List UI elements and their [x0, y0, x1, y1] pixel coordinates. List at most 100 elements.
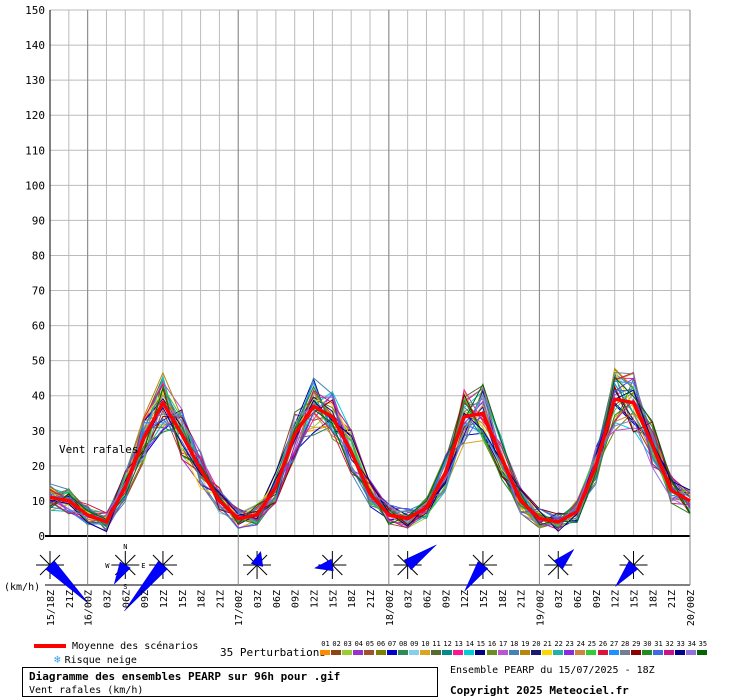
- y-tick-label: 40: [32, 390, 45, 403]
- x-axis: 15/18Z 21Z 16/00Z 03Z 06Z 09Z 12Z 15Z 18Z 21Z 17/0…: [46, 590, 697, 626]
- perturbation-number: 23: [565, 640, 574, 648]
- x-tick-label: 15Z: [178, 590, 189, 608]
- perturbation-number: 26: [598, 640, 608, 648]
- perturbation-swatch: [564, 650, 575, 655]
- perturbation-number: 27: [609, 640, 619, 648]
- perturbation-line: [49, 376, 691, 526]
- compass-letter: N: [123, 543, 127, 551]
- x-tick-label: 09Z: [441, 590, 452, 608]
- perturbation-legend-item: 26: [597, 640, 609, 655]
- mean-legend-label: Moyenne des scénarios: [72, 641, 199, 652]
- perturbation-legend-item: 22: [553, 640, 564, 655]
- perturbation-swatch: [641, 650, 652, 655]
- wind-rose: [313, 551, 347, 579]
- x-tick-label: 21Z: [215, 590, 226, 608]
- perturbation-legend-item: 20: [530, 640, 542, 655]
- y-tick-label: 20: [32, 460, 45, 473]
- unit-label: (km/h): [4, 582, 40, 593]
- perturbation-swatch: [519, 650, 530, 655]
- perturbation-swatch: [675, 650, 686, 655]
- x-tick-label: 21Z: [366, 590, 377, 608]
- wind-rose: [544, 548, 575, 579]
- perturbation-swatch: [697, 650, 708, 655]
- perturbation-number: 01: [321, 640, 330, 648]
- perturbation-number: 35: [698, 640, 708, 648]
- perturbation-swatch: [530, 650, 541, 655]
- snow-legend: ❄ Risque neige: [54, 653, 137, 666]
- x-tick-label: 16/00Z: [84, 590, 95, 626]
- perturbation-legend-item: 15: [475, 640, 486, 655]
- x-tick-label: 19/00Z: [535, 590, 546, 626]
- compass-letter: E: [141, 562, 145, 570]
- perturbation-number: 14: [465, 640, 475, 648]
- wind-direction-strip: N E W S: [36, 543, 648, 612]
- wind-rose: [464, 551, 497, 592]
- y-tick-label: 150: [25, 4, 45, 17]
- y-tick-label: 120: [25, 109, 45, 122]
- y-tick-label: 100: [25, 179, 45, 192]
- mean-legend-swatch: [34, 644, 66, 648]
- perturbation-swatch: [442, 650, 453, 655]
- perturbation-legend-item: 06: [375, 640, 387, 655]
- perturbation-swatch: [619, 650, 630, 655]
- chart-grid: [45, 9, 691, 586]
- y-tick-label: 0: [38, 530, 45, 543]
- x-tick-label: 15Z: [328, 590, 339, 608]
- x-tick-label: 06Z: [573, 590, 584, 608]
- perturbation-swatch: [475, 650, 486, 655]
- perturbation-swatch: [664, 650, 675, 655]
- x-tick-label: 12Z: [310, 590, 321, 608]
- wind-rose: [393, 544, 437, 579]
- perturbation-number: 07: [387, 640, 397, 648]
- ensemble-info: Ensemble PEARP du 15/07/2025 - 18Z: [450, 665, 655, 676]
- wind-direction-wedge: [615, 560, 639, 587]
- perturbation-swatch: [630, 650, 641, 655]
- perturbation-swatch: [320, 650, 330, 655]
- x-tick-label: 03Z: [404, 590, 415, 608]
- perturbation-legend-item: 24: [575, 640, 586, 655]
- perturbation-legend-item: 10: [419, 640, 431, 655]
- perturbation-swatch: [375, 650, 386, 655]
- perturbation-number: 16: [487, 640, 497, 648]
- perturbation-swatch: [586, 650, 597, 655]
- y-tick-label: 70: [32, 285, 45, 298]
- perturbation-legend-item: 12: [442, 640, 453, 655]
- perturbation-legend-item: 27: [608, 640, 620, 655]
- perturbation-legend-item: 28: [619, 640, 631, 655]
- x-tick-label: 03Z: [102, 590, 113, 608]
- perturbation-number: 06: [376, 640, 386, 648]
- series-label: Vent rafales: [59, 443, 138, 456]
- perturbation-swatch: [542, 650, 552, 655]
- perturbation-number: 30: [643, 640, 652, 648]
- perturbation-number: 05: [365, 640, 375, 648]
- x-tick-label: 06Z: [121, 590, 132, 608]
- x-tick-label: 18Z: [498, 590, 509, 608]
- perturbation-number: 18: [509, 640, 519, 648]
- perturbation-swatch: [331, 650, 342, 655]
- perturbation-legend-item: 09: [408, 640, 420, 655]
- perturbation-legend-item: 14: [464, 640, 475, 655]
- x-tick-label: 20/00Z: [686, 590, 697, 626]
- perturbation-number: 13: [454, 640, 463, 648]
- wind-rose: [615, 551, 648, 587]
- perturbations-legend: 01 02 03 04 05 06 07 08 09 10 11 12 13 14 15 16 17 18 19 20…: [320, 640, 710, 660]
- perturbation-swatch: [486, 650, 497, 655]
- perturbation-number: 33: [676, 640, 685, 648]
- x-tick-label: 18Z: [197, 590, 208, 608]
- wind-rose: [36, 551, 90, 605]
- x-tick-label: 03Z: [253, 590, 264, 608]
- wind-direction-wedge: [464, 561, 489, 592]
- perturbation-swatch: [464, 650, 475, 655]
- perturbation-legend-item: 19: [519, 640, 531, 655]
- perturbation-number: 15: [476, 640, 486, 648]
- perturbation-legend-item: 05: [364, 640, 375, 655]
- wind-rose: [124, 551, 177, 612]
- perturbation-swatch: [408, 650, 419, 655]
- perturbation-swatch: [608, 650, 619, 655]
- y-axis: 0 10 20 30 40 50 60 70 80 90 100 110 120 130 140 150: [25, 4, 45, 543]
- x-tick-label: 12Z: [159, 590, 170, 608]
- y-tick-label: 10: [32, 495, 45, 508]
- perturbation-swatch: [364, 650, 375, 655]
- perturbation-legend-item: 33: [675, 640, 686, 655]
- perturbation-swatch: [353, 650, 364, 655]
